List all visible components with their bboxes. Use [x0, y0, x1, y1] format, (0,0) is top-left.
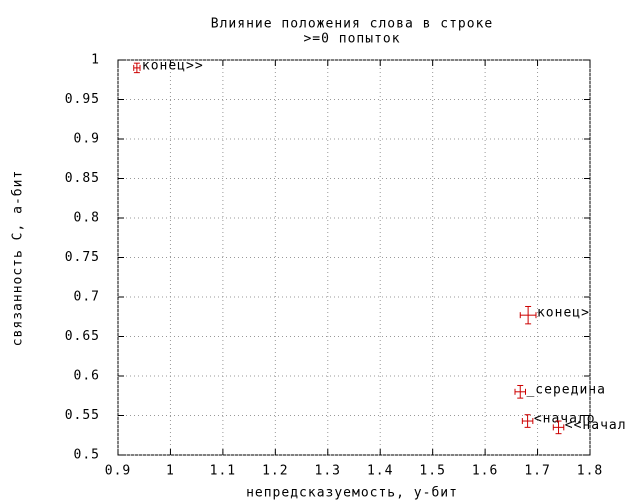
point-label: <<начало: [565, 418, 625, 433]
x-tick-label: 1.8: [577, 464, 603, 479]
y-tick-label: 0.6: [74, 369, 100, 384]
x-tick-label: 1.2: [262, 464, 288, 479]
y-tick-label: 0.5: [74, 448, 100, 463]
point-label: <начало: [534, 412, 596, 427]
point-label: конец>>: [142, 58, 204, 73]
chart-title: Влияние положения слова в строке: [211, 17, 493, 32]
x-tick-label: 0.9: [105, 464, 131, 479]
x-tick-label: 1: [166, 464, 175, 479]
x-tick-label: 1.1: [210, 464, 236, 479]
y-tick-label: 0.7: [74, 290, 100, 305]
y-axis-label: связанность С, а-бит: [11, 170, 26, 347]
x-tick-label: 1.7: [524, 464, 550, 479]
x-tick-label: 1.6: [472, 464, 498, 479]
x-tick-label: 1.4: [367, 464, 393, 479]
y-tick-label: 0.55: [65, 408, 100, 423]
y-tick-label: 0.8: [74, 211, 100, 226]
y-tick-label: 1: [91, 53, 100, 68]
point-label: _середина: [526, 382, 605, 397]
y-tick-label: 0.65: [65, 329, 100, 344]
point-label: конец>: [537, 306, 590, 321]
x-tick-label: 1.5: [419, 464, 445, 479]
y-tick-label: 0.9: [74, 132, 100, 147]
x-axis-label: непредсказуемость, у-бит: [246, 486, 458, 500]
y-tick-label: 0.95: [65, 92, 100, 107]
x-tick-label: 1.3: [315, 464, 341, 479]
chart-subtitle: >=0 попыток: [303, 32, 400, 47]
y-tick-label: 0.75: [65, 250, 100, 265]
y-tick-label: 0.85: [65, 171, 100, 186]
